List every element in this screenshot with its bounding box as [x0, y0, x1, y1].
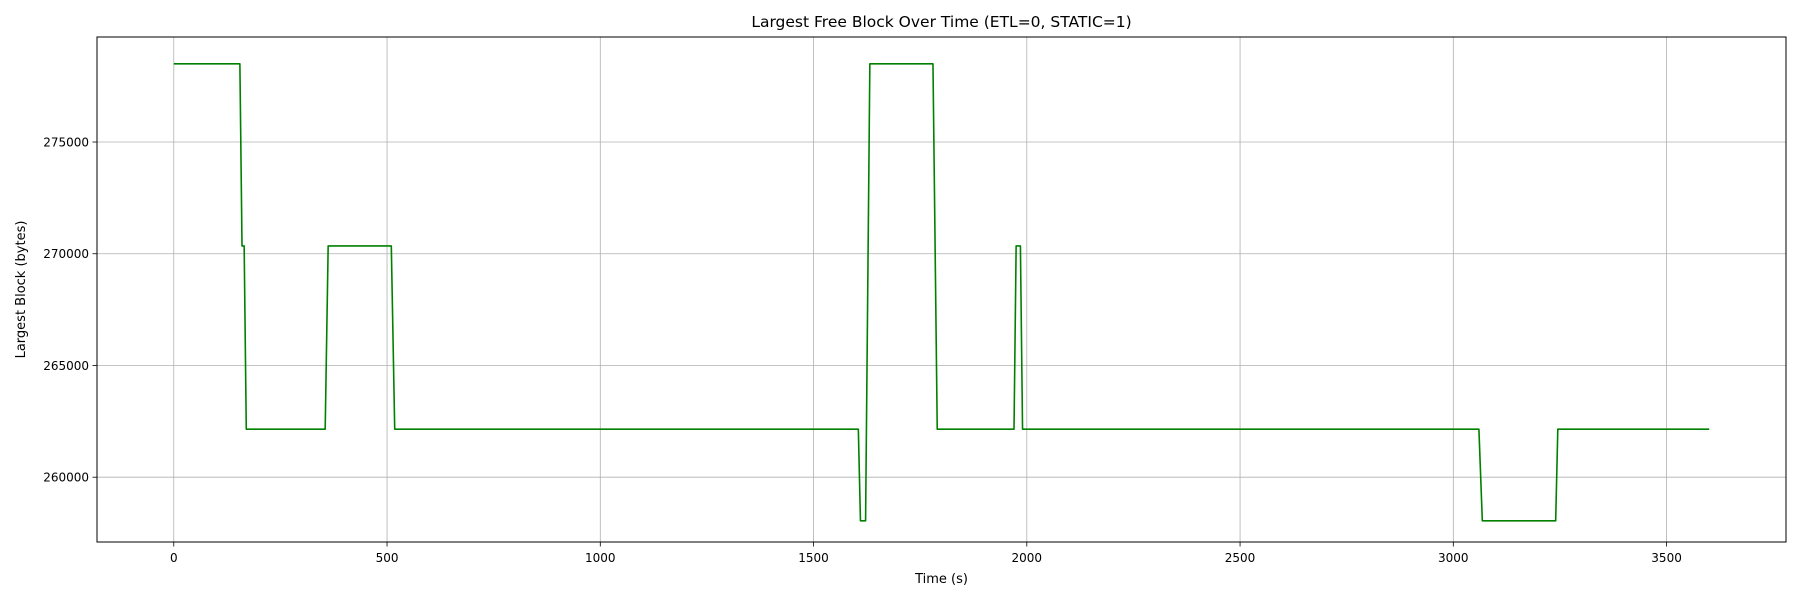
x-tick-label: 0 — [170, 551, 178, 565]
x-tick-label: 3500 — [1651, 551, 1682, 565]
x-tick-label: 1000 — [585, 551, 616, 565]
y-axis: 260000 265000 270000 275000 — [43, 136, 97, 485]
x-tick-label: 2000 — [1012, 551, 1043, 565]
x-axis: 0 500 1000 1500 2000 2500 3000 3500 — [170, 542, 1682, 565]
y-tick-label: 275000 — [43, 136, 89, 150]
x-tick-label: 1500 — [798, 551, 829, 565]
y-axis-label: Largest Block (bytes) — [14, 221, 29, 359]
x-tick-label: 500 — [376, 551, 399, 565]
x-tick-label: 3000 — [1438, 551, 1469, 565]
x-tick-label: 2500 — [1225, 551, 1256, 565]
x-axis-label: Time (s) — [914, 572, 968, 587]
series-layer — [173, 63, 1710, 522]
y-tick-label: 260000 — [43, 471, 89, 485]
y-tick-label: 265000 — [43, 359, 89, 373]
series-line — [173, 63, 1710, 522]
chart-title: Largest Free Block Over Time (ETL=0, STA… — [751, 13, 1131, 31]
grid-lines — [97, 37, 1786, 542]
y-tick-label: 270000 — [43, 247, 89, 261]
plot-frame — [96, 36, 1787, 543]
